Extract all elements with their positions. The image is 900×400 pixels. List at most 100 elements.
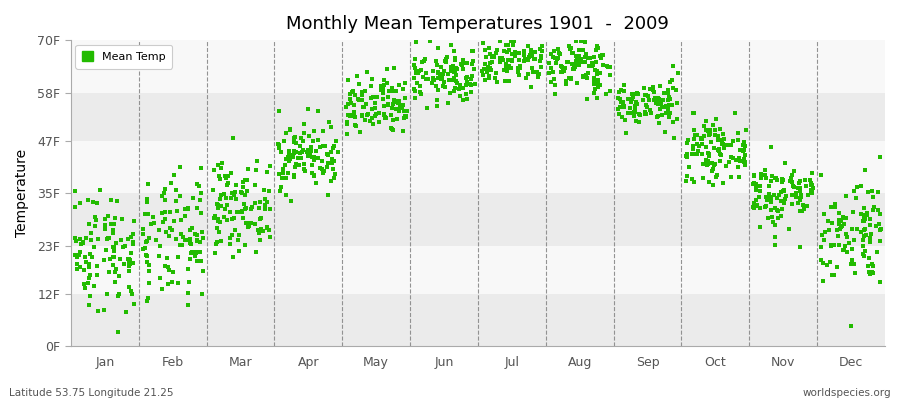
Point bbox=[408, 56, 422, 62]
Point bbox=[407, 74, 421, 81]
Point bbox=[481, 24, 495, 30]
Point bbox=[766, 219, 780, 226]
Point bbox=[868, 222, 883, 229]
Point bbox=[731, 137, 745, 143]
Point bbox=[646, 89, 661, 95]
Point bbox=[392, 100, 406, 107]
Point bbox=[777, 200, 791, 206]
Point bbox=[390, 116, 404, 123]
Point bbox=[90, 272, 104, 278]
Point bbox=[376, 90, 391, 96]
Point bbox=[214, 164, 229, 171]
Point bbox=[737, 162, 751, 168]
Point bbox=[616, 104, 631, 111]
Point bbox=[861, 269, 876, 275]
Point bbox=[827, 204, 842, 210]
Point bbox=[731, 130, 745, 136]
Point bbox=[385, 105, 400, 112]
Point bbox=[832, 216, 846, 223]
Point bbox=[439, 56, 454, 62]
Point bbox=[171, 254, 185, 260]
Point bbox=[628, 106, 643, 112]
Point bbox=[97, 257, 112, 263]
Point bbox=[193, 258, 207, 264]
Point bbox=[476, 66, 491, 72]
Point bbox=[767, 192, 781, 198]
Point bbox=[738, 143, 752, 149]
Point bbox=[82, 220, 96, 227]
Point bbox=[212, 229, 227, 236]
Point bbox=[378, 114, 392, 121]
Point bbox=[833, 226, 848, 232]
Point bbox=[431, 45, 446, 51]
Point bbox=[185, 225, 200, 231]
Point bbox=[374, 87, 389, 94]
Point bbox=[325, 160, 339, 166]
Point bbox=[73, 264, 87, 270]
Point bbox=[701, 150, 716, 156]
Bar bbox=[71, 294, 885, 346]
Point bbox=[665, 63, 680, 70]
Point bbox=[122, 258, 136, 265]
Point bbox=[656, 97, 670, 104]
Point bbox=[415, 74, 429, 80]
Point bbox=[94, 187, 108, 194]
Point bbox=[242, 223, 256, 229]
Point bbox=[713, 158, 727, 164]
Point bbox=[856, 251, 870, 257]
Bar bbox=[71, 40, 885, 92]
Point bbox=[282, 158, 296, 164]
Point bbox=[519, 75, 534, 82]
Point bbox=[352, 97, 366, 103]
Point bbox=[517, 48, 531, 54]
Point bbox=[787, 184, 801, 190]
Point bbox=[686, 143, 700, 150]
Point bbox=[746, 180, 760, 186]
Point bbox=[685, 176, 699, 182]
Point bbox=[588, 86, 602, 92]
Point bbox=[340, 76, 355, 83]
Point bbox=[696, 174, 710, 181]
Point bbox=[860, 212, 874, 218]
Point bbox=[211, 162, 225, 168]
Point bbox=[346, 88, 361, 95]
Point bbox=[140, 298, 154, 305]
Point bbox=[321, 119, 336, 126]
Point bbox=[649, 97, 663, 104]
Point bbox=[531, 71, 545, 77]
Point bbox=[724, 154, 739, 160]
Point bbox=[81, 280, 95, 286]
Point bbox=[738, 126, 752, 133]
Point bbox=[513, 63, 527, 70]
Point bbox=[106, 220, 121, 227]
Point bbox=[353, 128, 367, 135]
Point bbox=[281, 170, 295, 176]
Point bbox=[380, 66, 394, 72]
Point bbox=[464, 81, 478, 87]
Point bbox=[272, 108, 286, 114]
Point bbox=[615, 113, 629, 120]
Point bbox=[368, 113, 382, 120]
Point bbox=[174, 231, 188, 238]
Point bbox=[73, 236, 87, 243]
Bar bbox=[71, 92, 885, 141]
Point bbox=[806, 184, 821, 191]
Point bbox=[662, 102, 677, 108]
Point bbox=[507, 38, 521, 44]
Point bbox=[88, 214, 103, 220]
Point bbox=[475, 22, 490, 29]
Point bbox=[377, 76, 392, 83]
Point bbox=[712, 146, 726, 152]
Point bbox=[212, 173, 227, 180]
Point bbox=[531, 74, 545, 80]
Point bbox=[241, 224, 256, 230]
Point bbox=[701, 151, 716, 157]
Point bbox=[286, 172, 301, 178]
Point bbox=[193, 197, 207, 203]
Point bbox=[301, 153, 315, 160]
Point bbox=[101, 213, 115, 220]
Point bbox=[409, 68, 423, 74]
Point bbox=[257, 203, 272, 210]
Point bbox=[728, 109, 742, 116]
Point bbox=[587, 90, 601, 96]
